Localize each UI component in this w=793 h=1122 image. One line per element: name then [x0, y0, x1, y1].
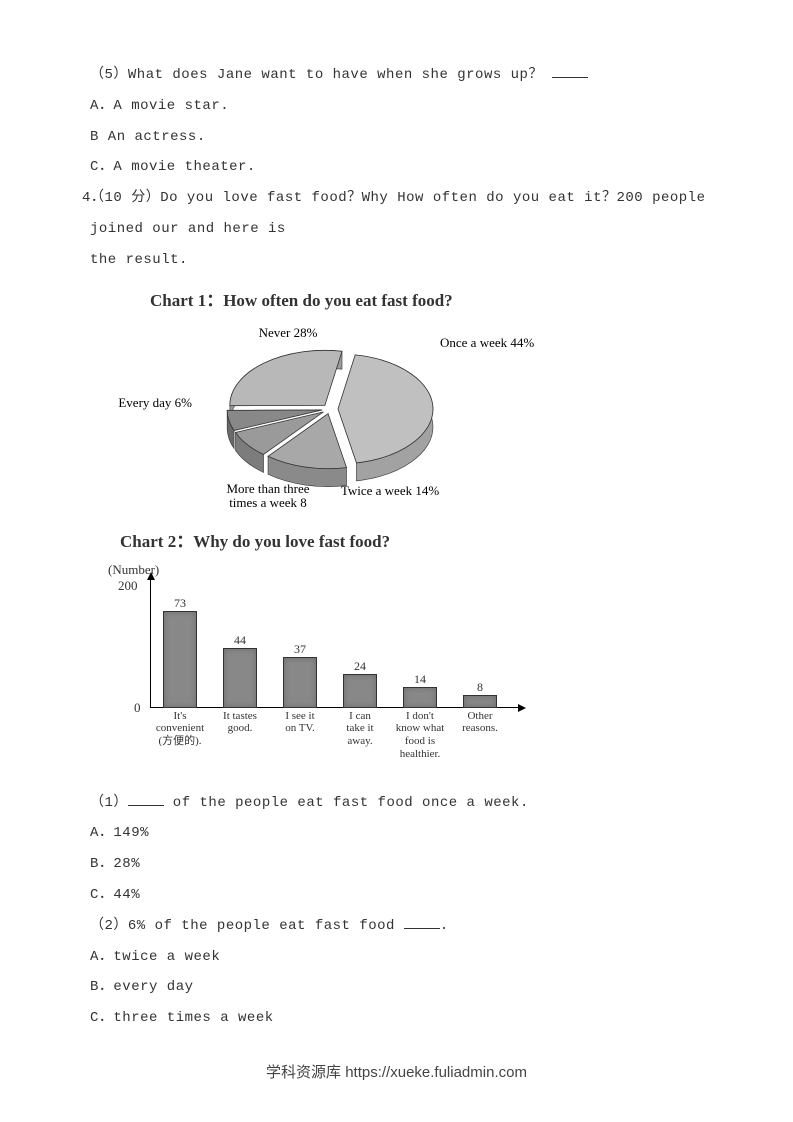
q5-text: （5）What does Jane want to have when she … — [90, 67, 543, 83]
q5-opt-b[interactable]: B An actress. — [50, 122, 743, 153]
bar-labels: It'sconvenient(方便的).It tastesgood.I see … — [150, 710, 510, 778]
bar: 24 — [343, 674, 377, 707]
footer-text: 学科资源库 https://xueke.fuliadmin.com — [0, 1061, 793, 1082]
subq1-opt-a[interactable]: A．149% — [50, 818, 743, 849]
q4-line1: （10 分）Do you love fast food？Why How ofte… — [50, 183, 743, 245]
pie-svg: Never 28% Once a week 44% Twice a week 1… — [100, 317, 560, 517]
bar-value: 14 — [404, 672, 436, 687]
pie-label-twice: Twice a week 14% — [341, 483, 440, 498]
chart1-title: Chart 1：How often do you eat fast food? — [90, 286, 743, 311]
bar-col: 44 — [212, 648, 268, 707]
bar-col: 8 — [452, 695, 508, 707]
q5-opt-c[interactable]: C．A movie theater. — [50, 152, 743, 183]
bar-chart: (Number) 200 0 73 44 37 24 14 8 It'sconvenien… — [100, 558, 530, 778]
y-tick-0: 0 — [134, 700, 141, 716]
y-axis-label: (Number) — [108, 562, 159, 578]
bar-col: 24 — [332, 674, 388, 707]
subq1-opt-b[interactable]: B．28% — [50, 849, 743, 880]
subq1-suffix: of the people eat fast food once a week. — [164, 795, 529, 811]
subq2-suffix: . — [440, 918, 449, 934]
bar-label: It'sconvenient(方便的). — [150, 710, 210, 778]
chart1-block: Chart 1：How often do you eat fast food? … — [90, 286, 743, 517]
chart2-block: Chart 2：Why do you love fast food? (Numb… — [90, 527, 743, 778]
pie-label-more2: times a week 8 — [229, 495, 307, 510]
bar: 8 — [463, 695, 497, 707]
bar-col: 37 — [272, 657, 328, 707]
subq2-opt-b[interactable]: B．every day — [50, 972, 743, 1003]
bar: 44 — [223, 648, 257, 707]
bar-col: 14 — [392, 687, 448, 707]
bar-label: It tastesgood. — [210, 710, 270, 778]
y-tick-200: 200 — [118, 578, 138, 594]
bar-label: I don'tknow whatfood ishealthier. — [390, 710, 450, 778]
pie-label-everyday: Every day 6% — [118, 395, 192, 410]
q4-row: 4． （10 分）Do you love fast food？Why How o… — [50, 183, 743, 245]
subq2-blank[interactable] — [404, 915, 440, 929]
subq2-prefix: （2）6% of the people eat fast food — [90, 918, 404, 934]
q5-prompt: （5）What does Jane want to have when she … — [50, 60, 743, 91]
subq2-prompt: （2）6% of the people eat fast food . — [50, 911, 743, 942]
q4-number: 4． — [82, 183, 105, 214]
subq1-opt-c[interactable]: C．44% — [50, 880, 743, 911]
bar: 37 — [283, 657, 317, 707]
bars-container: 73 44 37 24 14 8 — [150, 578, 510, 708]
bar-value: 8 — [464, 680, 496, 695]
q5-opt-a[interactable]: A．A movie star. — [50, 91, 743, 122]
bar-value: 44 — [224, 633, 256, 648]
chart2-title: Chart 2：Why do you love fast food? — [90, 527, 743, 552]
bar-value: 37 — [284, 642, 316, 657]
bar-col: 73 — [152, 611, 208, 708]
pie-chart: Never 28% Once a week 44% Twice a week 1… — [100, 317, 560, 517]
subq2-opt-c[interactable]: C．three times a week — [50, 1003, 743, 1034]
pie-label-more1: More than three — [226, 481, 309, 496]
bar-label: Otherreasons. — [450, 710, 510, 778]
subq1-prompt: （1） of the people eat fast food once a w… — [50, 788, 743, 819]
q5-blank[interactable] — [552, 64, 588, 78]
bar-value: 24 — [344, 659, 376, 674]
bar: 73 — [163, 611, 197, 708]
bar-label: I cantake itaway. — [330, 710, 390, 778]
subq1-prefix: （1） — [90, 795, 128, 811]
bar-label: I see iton TV. — [270, 710, 330, 778]
bar-value: 73 — [164, 596, 196, 611]
bar: 14 — [403, 687, 437, 707]
pie-slice — [230, 350, 342, 405]
pie-label-once: Once a week 44% — [440, 335, 534, 350]
subq1-blank[interactable] — [128, 792, 164, 806]
subq2-opt-a[interactable]: A．twice a week — [50, 942, 743, 973]
pie-label-never: Never 28% — [259, 325, 318, 340]
q4-line2: the result. — [50, 245, 743, 276]
